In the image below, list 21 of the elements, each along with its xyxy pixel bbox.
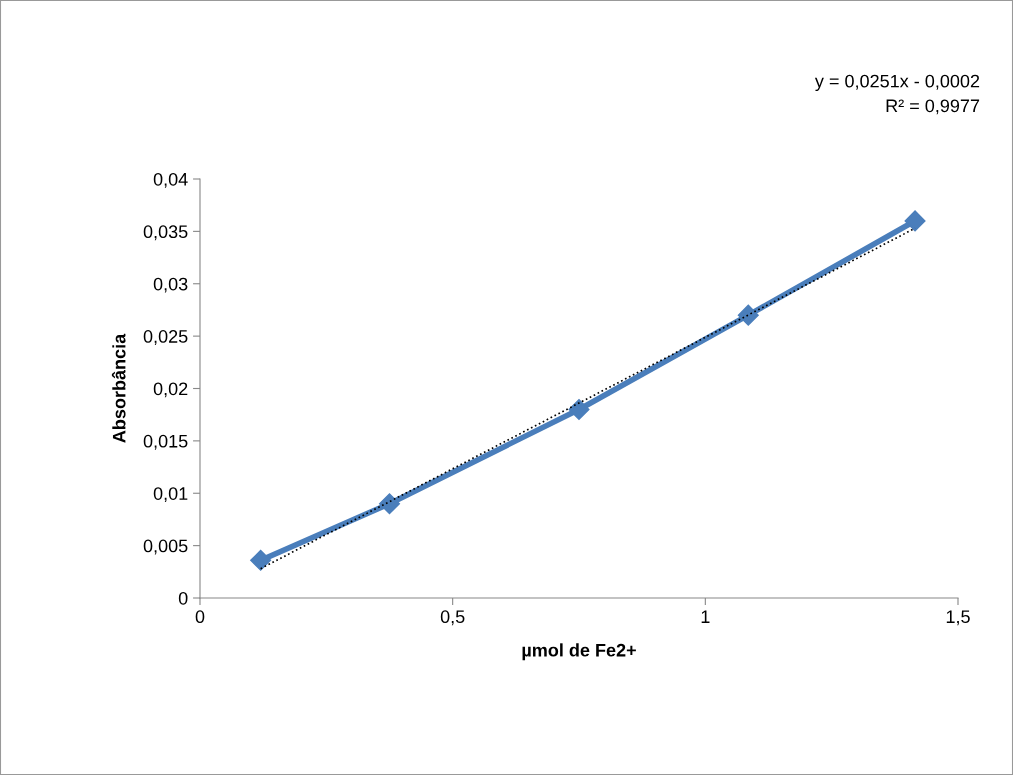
- point: [378, 493, 401, 515]
- x-tick-label: 0,5: [440, 610, 465, 626]
- x-axis-title: µmol de Fe2+: [522, 643, 636, 661]
- point: [737, 304, 759, 326]
- y-tick-label: 0,035: [143, 225, 188, 241]
- y-tick-label: 0,03: [153, 277, 188, 293]
- y-tick-label: 0,015: [143, 434, 188, 450]
- y-tick-label: 0,02: [153, 382, 188, 398]
- point: [904, 210, 926, 232]
- x-tick-label: 0: [195, 610, 205, 624]
- point: [250, 549, 272, 571]
- point: [568, 398, 590, 420]
- x-tick-label: 1,5: [946, 610, 970, 626]
- text: y = 0,0251x - 0,0002 R² = 0,9977: [814, 74, 980, 115]
- x-tick-label: 1: [701, 610, 710, 623]
- y-tick-label: 0: [178, 591, 188, 605]
- y-tick-label: 0,04: [153, 172, 188, 188]
- y-tick-label: 0,01: [153, 487, 188, 503]
- y-axis-title: Absorbância: [111, 333, 126, 443]
- y-tick-label: 0,005: [143, 539, 188, 555]
- y-tick-label: 0,025: [143, 330, 188, 345]
